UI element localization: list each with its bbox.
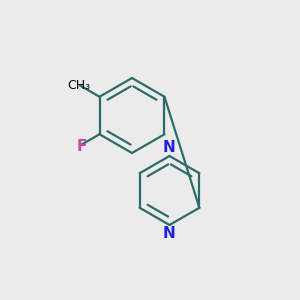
Text: N: N [163, 226, 176, 241]
Text: N: N [163, 140, 176, 155]
Text: F: F [76, 139, 86, 154]
Text: CH₃: CH₃ [67, 79, 90, 92]
